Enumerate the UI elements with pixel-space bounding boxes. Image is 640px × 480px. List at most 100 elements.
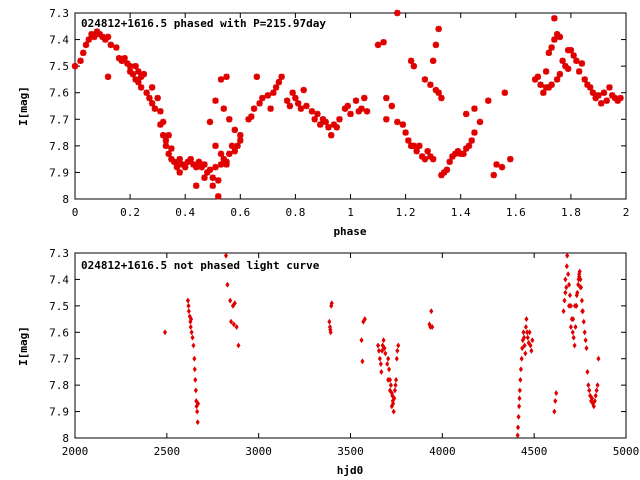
phased-data-point [358, 105, 365, 112]
unphased-data-point [596, 355, 601, 362]
unphased-data-point [519, 355, 524, 362]
unphased-data-point [391, 408, 396, 415]
phased-data-point [118, 57, 126, 65]
unphased-data-point [396, 342, 401, 349]
phased-y-tick-label: 7.6 [49, 87, 69, 100]
phased-data-point [212, 97, 219, 104]
unphased-data-point [529, 347, 534, 354]
unphased-data-point [185, 297, 191, 304]
phased-data-point [545, 49, 553, 57]
unphased-data-point [517, 395, 522, 402]
phased-data-point [556, 33, 564, 41]
phased-data-point [548, 44, 555, 51]
unphased-plot-frame [74, 252, 627, 439]
phased-data-point [611, 94, 619, 102]
phased-data-point [438, 94, 445, 102]
unphased-y-ticks: 7.3 7.4 7.5 7.6 7.7 7.8 7.9 8 [49, 247, 626, 445]
phased-data-point [355, 108, 362, 115]
unphased-data-point [520, 345, 525, 352]
phased-data-point [553, 76, 561, 83]
phased-data-point [573, 57, 580, 65]
unphased-data-point [191, 342, 196, 349]
phased-data-point [170, 158, 178, 165]
phased-x-tick-label: 0 [72, 206, 79, 219]
unphased-data-point [567, 302, 572, 309]
phased-data-point [432, 41, 440, 49]
unphased-data-point [578, 284, 583, 291]
unphased-data-point [563, 289, 568, 296]
unphased-data-point [186, 308, 191, 315]
phased-data-point [336, 116, 343, 123]
unphased-data-point [594, 387, 599, 394]
phased-data-point [465, 142, 473, 150]
phased-data-point [206, 166, 214, 173]
phased-data-point [493, 161, 500, 168]
phased-data-point [190, 161, 197, 168]
unphased-data-point [193, 387, 198, 394]
unphased-data-point [359, 337, 364, 344]
phased-data-point [297, 105, 305, 112]
phased-data-point [283, 97, 291, 104]
unphased-data-point [429, 308, 434, 315]
phased-data-point [380, 39, 387, 46]
unphased-data-point [234, 324, 239, 330]
phased-x-ticks: 0 0.2 0.4 0.6 0.8 1 1.2 1.4 1.6 1.8 2 [72, 13, 629, 219]
unphased-data-point [523, 350, 528, 357]
phased-data-point [165, 132, 172, 139]
phased-data-point [289, 89, 296, 96]
unphased-y-axis-label: I[mag] [17, 326, 30, 366]
unphased-panel: 2000 2500 3000 3500 4000 4500 5000 7.37.47.57.… [17, 247, 639, 477]
phased-data-point [449, 153, 456, 160]
phased-data-point [162, 137, 170, 144]
unphased-data-point [580, 308, 585, 315]
phased-data-point [93, 28, 101, 35]
phased-x-axis-label: phase [333, 225, 366, 238]
phased-data-point [215, 193, 222, 200]
phased-data-point [195, 158, 203, 165]
phased-data-point [209, 182, 216, 189]
phased-data-point [267, 105, 274, 112]
unphased-data-point [527, 329, 532, 336]
phased-data-point [223, 73, 230, 80]
unphased-data-point [360, 358, 365, 365]
phased-data-point [176, 169, 183, 176]
phased-data-point [347, 110, 354, 118]
phased-data-point [531, 76, 539, 83]
phased-data-point [485, 97, 492, 104]
unphased-y-tick-label: 7.9 [49, 406, 69, 419]
phased-data-point [314, 110, 321, 118]
phased-data-point [540, 89, 547, 96]
phased-data-point [374, 41, 382, 49]
unphased-data-point [395, 347, 400, 354]
unphased-data-point [515, 432, 520, 439]
unphased-data-point [327, 318, 332, 325]
phased-panel: 0 0.2 0.4 0.6 0.8 1 1.2 1.4 1.6 1.8 2 7.3 7.4 7.5 7.6… [17, 7, 629, 238]
phased-y-tick-label: 7.4 [49, 34, 69, 47]
unphased-y-tick-label: 7.6 [49, 326, 69, 339]
unphased-data-point [195, 408, 200, 415]
phased-data-point [551, 36, 558, 43]
phased-data-point [231, 147, 238, 155]
phased-data-point [151, 105, 159, 112]
unphased-data-point [585, 369, 590, 375]
phased-data-point [115, 54, 123, 62]
phased-data-point [212, 163, 219, 171]
unphased-data-point [195, 419, 200, 426]
phased-data-point [440, 169, 448, 176]
phased-data-point [432, 86, 440, 94]
phased-y-tick-label: 7.7 [49, 113, 69, 126]
phased-data-point [226, 150, 233, 158]
unphased-data-point [189, 329, 194, 336]
unphased-data-point [232, 300, 237, 307]
phased-data-point [559, 57, 566, 65]
unphased-data-point [388, 382, 393, 389]
phased-data-point [162, 142, 170, 150]
unphased-data-point [577, 273, 582, 280]
phased-data-point [438, 171, 445, 179]
phased-data-point [443, 166, 451, 173]
phased-data-point [220, 105, 227, 112]
phased-data-point [157, 108, 164, 115]
phased-data-point [256, 100, 263, 107]
unphased-data-point [584, 345, 589, 352]
phased-data-point [206, 118, 214, 126]
